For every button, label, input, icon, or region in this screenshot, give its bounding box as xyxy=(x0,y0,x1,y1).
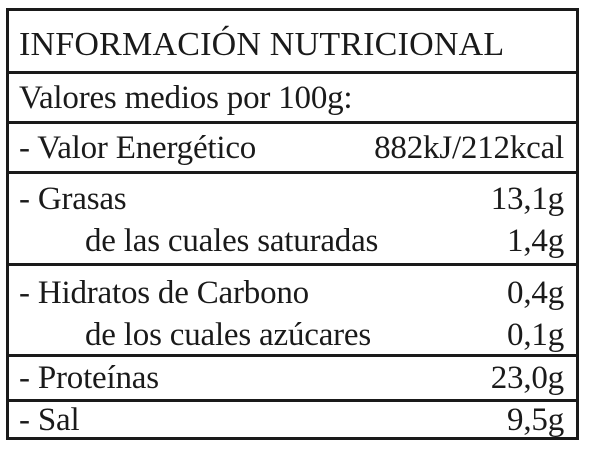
nutrition-facts-panel: INFORMACIÓN NUTRICIONAL Valores medios p… xyxy=(6,8,579,440)
divider xyxy=(9,71,576,74)
sugars-label: de los cuales azúcares xyxy=(85,317,372,353)
energy-value: 882kJ/212kcal xyxy=(374,130,564,166)
proteins-label: - Proteínas xyxy=(19,360,159,396)
panel-title: INFORMACIÓN NUTRICIONAL xyxy=(19,26,505,63)
energy-label: - Valor Energético xyxy=(19,130,257,166)
fats-label: - Grasas xyxy=(19,181,127,217)
carbohydrates-value: 0,4g xyxy=(507,275,564,311)
salt-value: 9,5g xyxy=(507,402,564,438)
divider xyxy=(9,354,576,357)
divider xyxy=(9,171,576,174)
sugars-value: 0,1g xyxy=(507,317,564,353)
fats-value: 13,1g xyxy=(490,181,564,217)
panel-subtitle: Valores medios por 100g: xyxy=(19,80,353,116)
divider xyxy=(9,263,576,266)
salt-label: - Sal xyxy=(19,402,80,438)
divider xyxy=(9,121,576,124)
carbohydrates-label: - Hidratos de Carbono xyxy=(19,275,309,311)
saturated-fats-value: 1,4g xyxy=(507,223,564,259)
saturated-fats-label: de las cuales saturadas xyxy=(85,223,379,259)
divider xyxy=(9,399,576,402)
proteins-value: 23,0g xyxy=(490,360,564,396)
